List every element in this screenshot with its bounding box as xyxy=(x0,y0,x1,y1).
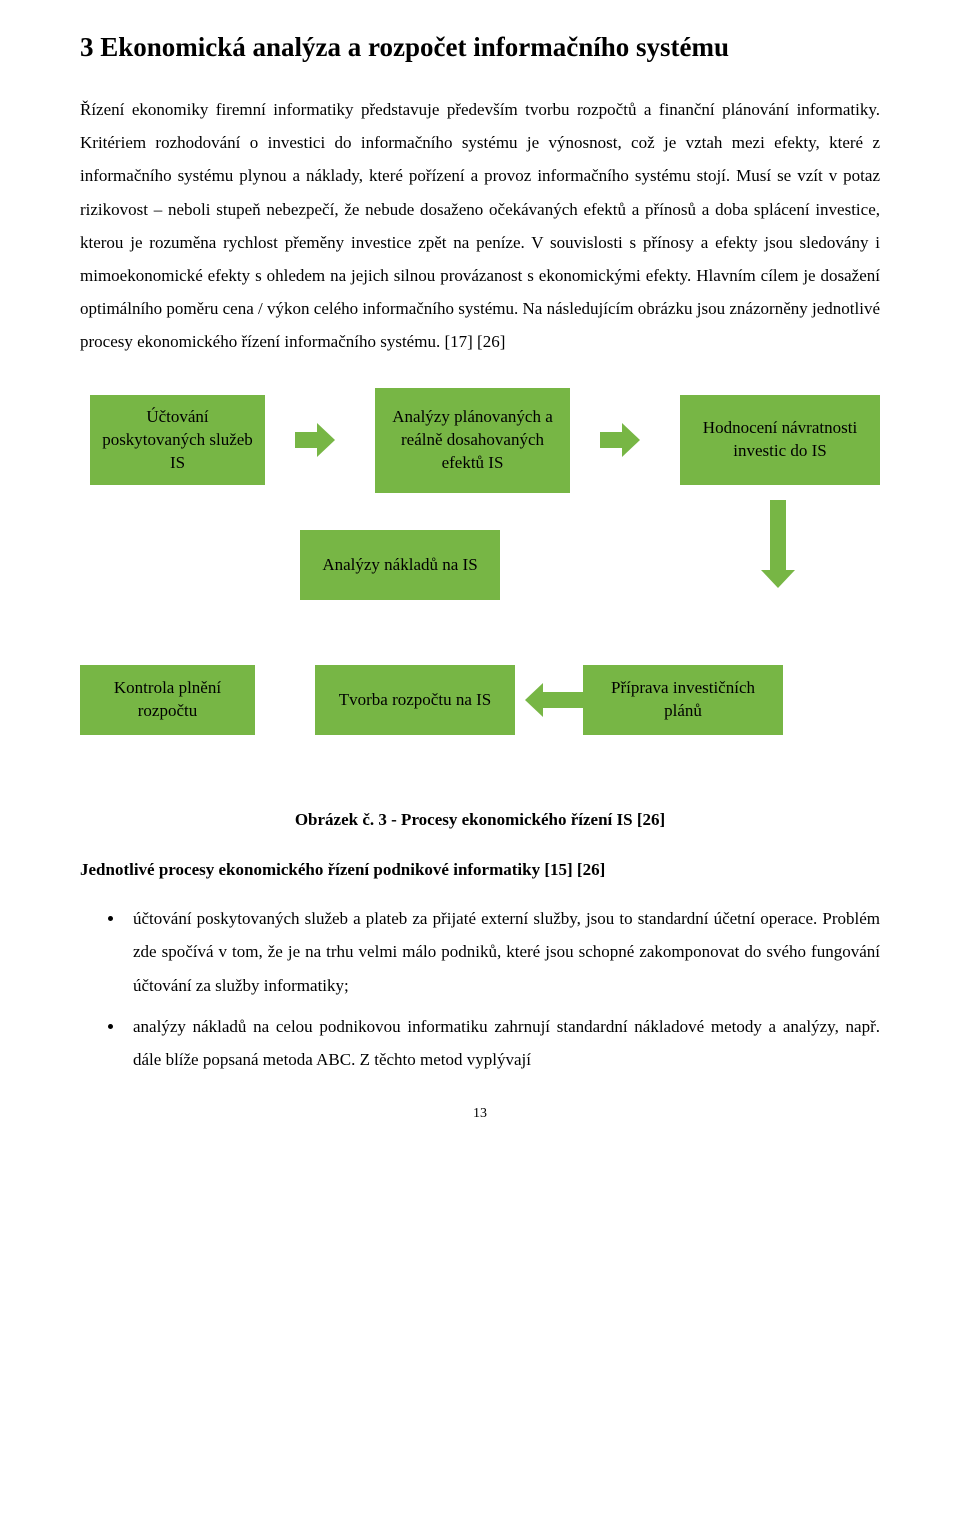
list-item: účtování poskytovaných služeb a plateb z… xyxy=(125,902,880,1001)
flow-node-n4: Analýzy nákladů na IS xyxy=(300,530,500,600)
arrow-left-icon xyxy=(523,683,583,717)
flow-node-n6: Tvorba rozpočtu na IS xyxy=(315,665,515,735)
flow-node-n1: Účtování poskytovaných služeb IS xyxy=(90,395,265,485)
flow-node-n5: Kontrola plnění rozpočtu xyxy=(80,665,255,735)
arrow-right-icon xyxy=(600,423,640,457)
section-title: 3 Ekonomická analýza a rozpočet informač… xyxy=(80,30,880,65)
page-number: 13 xyxy=(80,1106,880,1122)
list-item: analýzy nákladů na celou podnikovou info… xyxy=(125,1010,880,1076)
flow-row-2: Analýzy nákladů na IS xyxy=(80,500,880,630)
flow-node-n2: Analýzy plánovaných a reálně dosahovanýc… xyxy=(375,388,570,493)
arrow-down-icon xyxy=(761,500,795,590)
flow-row-3: Kontrola plnění rozpočtu Tvorba rozpočtu… xyxy=(80,640,880,760)
document-page: 3 Ekonomická analýza a rozpočet informač… xyxy=(0,0,960,1142)
flow-node-n3: Hodnocení návratnosti investic do IS xyxy=(680,395,880,485)
flowchart: Účtování poskytovaných služeb IS Analýzy… xyxy=(80,380,880,760)
bullet-list: účtování poskytovaných služeb a plateb z… xyxy=(80,902,880,1076)
section-paragraph: Řízení ekonomiky firemní informatiky pře… xyxy=(80,93,880,358)
arrow-right-icon xyxy=(295,423,335,457)
flow-node-n7: Příprava investičních plánů xyxy=(583,665,783,735)
flow-row-1: Účtování poskytovaných služeb IS Analýzy… xyxy=(80,380,880,500)
figure-caption: Obrázek č. 3 - Procesy ekonomického říze… xyxy=(80,810,880,830)
subheading: Jednotlivé procesy ekonomického řízení p… xyxy=(80,860,880,880)
